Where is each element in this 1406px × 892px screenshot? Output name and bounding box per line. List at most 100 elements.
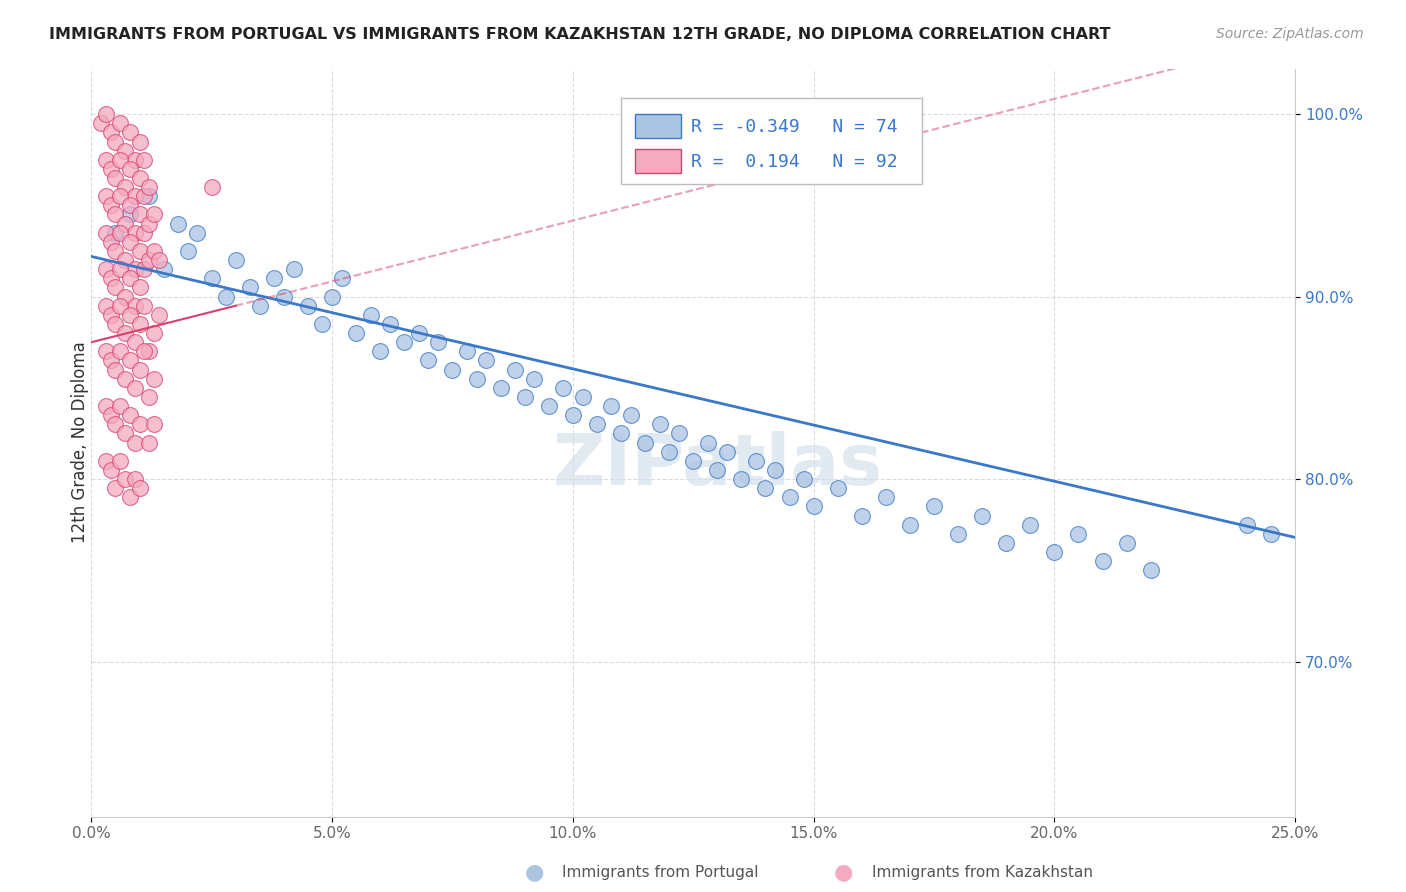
Point — [104, 417, 127, 432]
Point — [523, 372, 546, 386]
Point — [114, 290, 136, 304]
Point — [1091, 554, 1114, 568]
Point — [114, 426, 136, 441]
Point — [114, 372, 136, 386]
Point — [321, 290, 343, 304]
Point — [110, 454, 132, 468]
Point — [716, 444, 738, 458]
Point — [513, 390, 536, 404]
Point — [128, 362, 150, 376]
Point — [94, 153, 117, 167]
Point — [142, 207, 165, 221]
Point — [138, 217, 160, 231]
Point — [456, 344, 478, 359]
Point — [745, 454, 768, 468]
Text: R =  0.194   N = 92: R = 0.194 N = 92 — [690, 153, 897, 171]
Point — [110, 299, 132, 313]
Point — [128, 207, 150, 221]
Point — [142, 417, 165, 432]
Point — [682, 454, 704, 468]
Point — [1139, 563, 1161, 577]
Point — [586, 417, 609, 432]
Point — [100, 408, 122, 422]
Point — [600, 399, 623, 413]
Point — [110, 344, 132, 359]
Point — [360, 308, 382, 322]
Point — [1236, 517, 1258, 532]
Point — [100, 235, 122, 249]
Point — [696, 435, 718, 450]
Point — [138, 435, 160, 450]
Point — [225, 253, 247, 268]
Point — [100, 308, 122, 322]
Point — [875, 491, 897, 505]
Point — [124, 299, 146, 313]
Point — [104, 226, 127, 240]
Point — [94, 107, 117, 121]
Point — [124, 335, 146, 350]
Point — [571, 390, 593, 404]
Point — [134, 226, 156, 240]
Point — [118, 408, 141, 422]
Point — [706, 463, 728, 477]
Text: ZIPatlas: ZIPatlas — [553, 431, 883, 500]
Point — [803, 500, 825, 514]
Point — [215, 290, 238, 304]
Point — [114, 253, 136, 268]
Point — [311, 317, 333, 331]
Point — [138, 180, 160, 194]
Point — [1043, 545, 1066, 559]
Point — [100, 271, 122, 285]
Point — [94, 226, 117, 240]
Bar — [636, 149, 682, 173]
Point — [995, 536, 1018, 550]
Point — [110, 262, 132, 277]
Point — [537, 399, 560, 413]
Point — [124, 262, 146, 277]
Point — [946, 526, 969, 541]
Point — [148, 308, 170, 322]
Text: R = -0.349   N = 74: R = -0.349 N = 74 — [690, 118, 897, 136]
Point — [148, 253, 170, 268]
Point — [1260, 526, 1282, 541]
Point — [142, 372, 165, 386]
Point — [134, 153, 156, 167]
Point — [167, 217, 190, 231]
Point — [1019, 517, 1042, 532]
Point — [94, 399, 117, 413]
Point — [100, 463, 122, 477]
Point — [142, 326, 165, 340]
Point — [104, 244, 127, 258]
Point — [118, 207, 141, 221]
Point — [730, 472, 752, 486]
Point — [827, 481, 849, 495]
Point — [1115, 536, 1137, 550]
Point — [104, 207, 127, 221]
Point — [138, 189, 160, 203]
Text: ●: ● — [524, 863, 544, 882]
Point — [851, 508, 873, 523]
Point — [394, 335, 416, 350]
Text: Source: ZipAtlas.com: Source: ZipAtlas.com — [1216, 27, 1364, 41]
Point — [634, 435, 657, 450]
Point — [378, 317, 401, 331]
FancyBboxPatch shape — [621, 98, 922, 185]
Point — [922, 500, 945, 514]
Point — [118, 271, 141, 285]
Point — [114, 326, 136, 340]
Point — [418, 353, 440, 368]
Point — [94, 299, 117, 313]
Point — [273, 290, 295, 304]
Point — [94, 454, 117, 468]
Point — [201, 180, 224, 194]
Point — [110, 399, 132, 413]
Point — [128, 244, 150, 258]
Point — [124, 472, 146, 486]
Point — [104, 280, 127, 294]
Point — [427, 335, 450, 350]
Point — [408, 326, 430, 340]
Point — [249, 299, 271, 313]
Point — [138, 253, 160, 268]
Point — [763, 463, 786, 477]
Point — [118, 198, 141, 212]
